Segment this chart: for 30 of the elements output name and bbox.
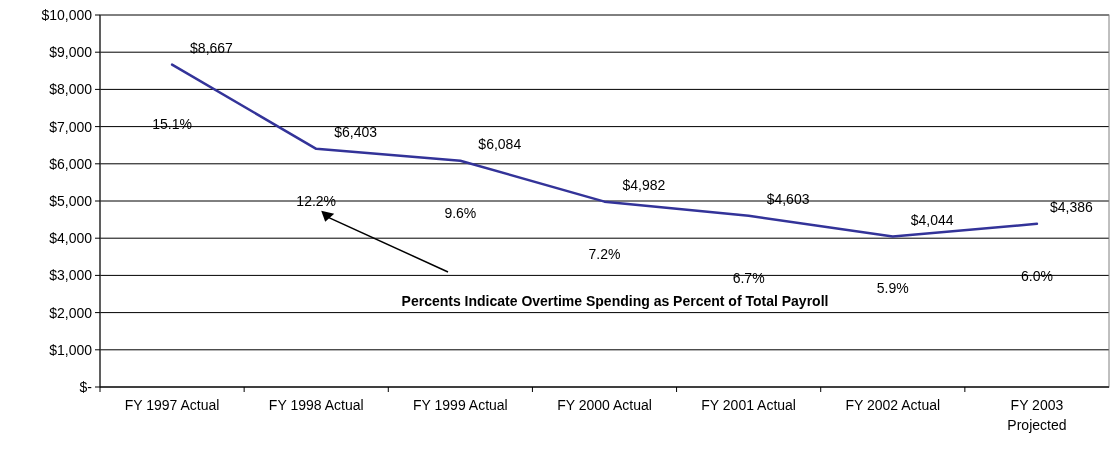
y-tick-label: $3,000 <box>49 267 93 284</box>
x-tick-label: FY 2000 Actual <box>557 397 652 413</box>
annotation: Percents Indicate Overtime Spending as Percent of Total Payroll <box>401 293 829 310</box>
annotation: 5.9% <box>876 280 909 297</box>
data-label: $8,667 <box>190 39 234 56</box>
x-tick-label: FY 2002 Actual <box>845 397 941 413</box>
y-tick-label: $10,000 <box>41 6 93 23</box>
x-tick-label: FY 1997 Actual <box>124 397 220 413</box>
data-label: $6,403 <box>334 123 378 140</box>
y-tick-label: $8,000 <box>49 81 93 98</box>
x-tick-label: FY 2003 Projected <box>1007 397 1067 433</box>
x-tick-label: FY 1999 Actual <box>413 397 508 413</box>
data-label: $6,084 <box>478 135 522 152</box>
x-tick-label: FY 1998 Actual <box>268 397 364 413</box>
y-tick-label: $2,000 <box>49 304 93 321</box>
data-label: $4,044 <box>910 211 954 228</box>
annotation: 9.6% <box>444 204 477 221</box>
x-tick-label: FY 2001 Actual <box>701 397 796 413</box>
y-tick-label: $1,000 <box>49 341 93 358</box>
y-tick-label: $9,000 <box>49 44 93 61</box>
data-label: $4,982 <box>622 176 666 193</box>
y-tick-label: $4,000 <box>49 230 93 247</box>
annotation: 12.2% <box>296 192 337 209</box>
data-label: $4,386 <box>1049 198 1093 215</box>
y-tick-label: $- <box>79 378 93 395</box>
y-tick-label: $5,000 <box>49 192 93 209</box>
annotation: 7.2% <box>588 245 621 262</box>
y-tick-label: $7,000 <box>49 118 93 135</box>
data-label: $4,603 <box>766 190 810 207</box>
y-tick-label: $6,000 <box>49 155 93 172</box>
